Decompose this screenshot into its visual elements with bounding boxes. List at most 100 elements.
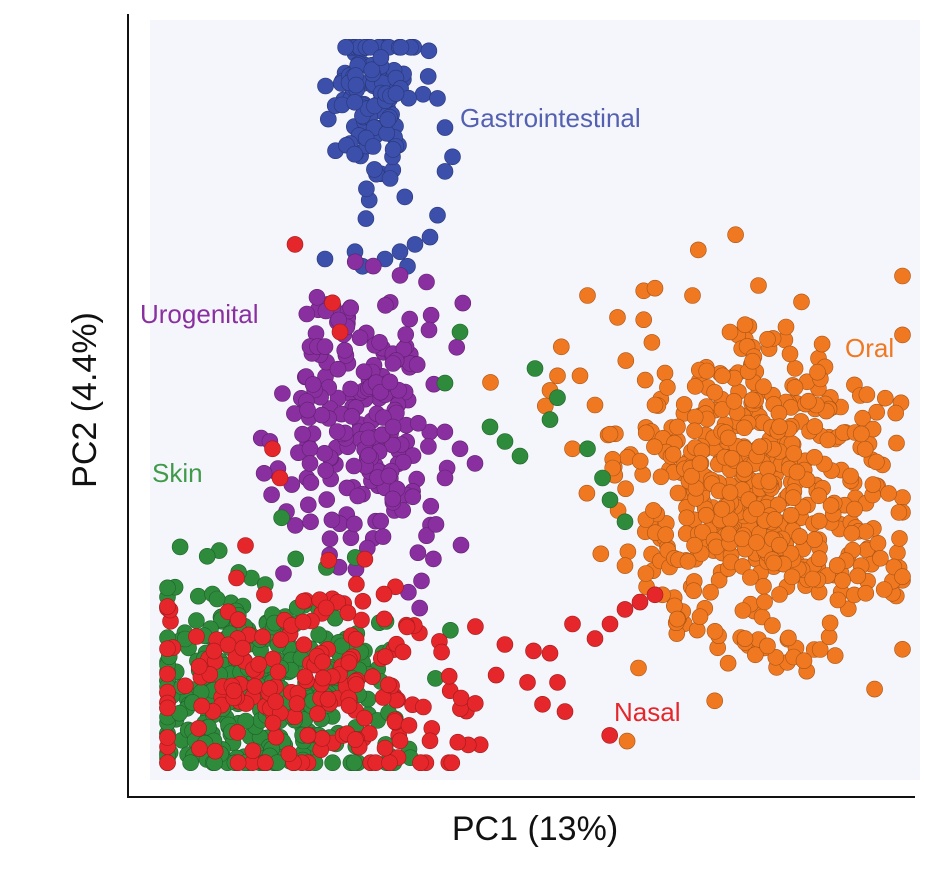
urogenital-point — [427, 516, 445, 533]
oral-point — [746, 646, 764, 664]
oral-point — [764, 617, 781, 634]
skin-point — [481, 418, 499, 436]
urogenital-point — [323, 511, 341, 529]
nasal-point — [340, 654, 358, 672]
skin-point — [324, 754, 341, 772]
oral-point — [846, 500, 863, 518]
oral-point — [664, 445, 682, 463]
nasal-point — [324, 294, 341, 312]
urogenital-point — [408, 356, 426, 373]
nasal-point — [601, 615, 619, 633]
oral-point — [750, 277, 767, 294]
nasal-point — [309, 705, 326, 723]
oral-point — [719, 654, 737, 672]
oral-point — [806, 531, 823, 548]
oral-point — [617, 480, 634, 498]
nasal-point — [296, 668, 314, 686]
nasal-point — [190, 658, 208, 675]
gastrointestinal-point — [436, 119, 454, 136]
urogenital-point — [384, 418, 402, 436]
oral-point — [875, 581, 893, 598]
urogenital-point — [316, 444, 333, 462]
oral-point — [795, 652, 813, 670]
gastrointestinal-point — [357, 210, 375, 227]
urogenital-point — [317, 462, 334, 479]
gastrointestinal-point — [392, 38, 410, 56]
gastrointestinal-point — [346, 145, 363, 163]
oral-point — [894, 640, 911, 658]
nasal-point — [364, 668, 381, 686]
nasal-point — [348, 575, 365, 593]
oral-point — [482, 374, 499, 391]
gastrointestinal-point — [337, 38, 354, 56]
urogenital-point — [364, 257, 382, 275]
oral-point — [887, 404, 905, 422]
urogenital-point — [274, 385, 291, 402]
urogenital-point — [384, 490, 402, 508]
skin-point — [442, 621, 459, 639]
oral-point — [637, 565, 655, 582]
oral-point — [702, 583, 719, 601]
urogenital-point — [377, 297, 394, 314]
urogenital-point — [302, 474, 320, 491]
nasal-point — [314, 653, 332, 671]
nasal-point — [487, 666, 505, 684]
nasal-point — [340, 697, 358, 714]
nasal-point — [376, 610, 393, 628]
nasal-point — [356, 709, 373, 727]
nasal-point — [188, 628, 205, 645]
oral-point — [706, 622, 724, 640]
oral-point — [713, 401, 731, 418]
oral-point — [669, 418, 686, 436]
oral-point — [721, 484, 739, 501]
urogenital-point — [420, 321, 438, 339]
oral-point — [549, 367, 566, 385]
nasal-point — [541, 644, 559, 662]
oral-point — [694, 523, 711, 541]
skin-point — [526, 360, 544, 377]
urogenital-point — [397, 326, 415, 343]
gastrointestinal-point — [414, 86, 432, 103]
oral-point — [668, 610, 686, 628]
oral-point — [713, 500, 731, 518]
oral-point — [635, 311, 653, 329]
nasal-point — [564, 615, 581, 633]
oral-point — [657, 526, 675, 544]
nasal-point — [271, 469, 289, 487]
nasal-point — [433, 643, 450, 661]
nasal-point — [601, 727, 619, 744]
nasal-point — [299, 726, 317, 744]
oral-point — [806, 448, 823, 466]
oral-point — [733, 530, 751, 548]
oral-point — [756, 593, 773, 611]
oral-point — [645, 502, 662, 519]
oral-point — [743, 391, 761, 409]
oral-point — [725, 392, 743, 410]
nasal-point — [347, 731, 364, 748]
oral-point — [748, 534, 765, 551]
oral-point — [809, 363, 826, 381]
oral-point — [691, 608, 709, 626]
oral-point — [843, 524, 861, 542]
oral-point — [894, 326, 911, 344]
nasal-point — [380, 676, 397, 694]
urogenital-point — [346, 253, 364, 271]
oral-point — [564, 440, 581, 458]
urogenital-point — [349, 487, 367, 505]
nasal-point — [586, 630, 604, 647]
nasal-point — [228, 569, 245, 587]
nasal-point — [616, 601, 634, 618]
oral-point — [868, 453, 885, 471]
oral-point — [820, 628, 838, 646]
oral-point — [771, 418, 788, 436]
urogenital-point — [384, 355, 402, 372]
gastrointestinal-point — [358, 180, 375, 198]
oral-point — [849, 567, 867, 585]
skin-point — [594, 469, 611, 487]
urogenital-point — [299, 401, 316, 419]
oral-point — [811, 641, 829, 658]
nasal-point — [394, 643, 412, 661]
oral-point — [821, 614, 839, 632]
urogenital-point — [302, 513, 319, 531]
nasal-point — [272, 631, 290, 649]
